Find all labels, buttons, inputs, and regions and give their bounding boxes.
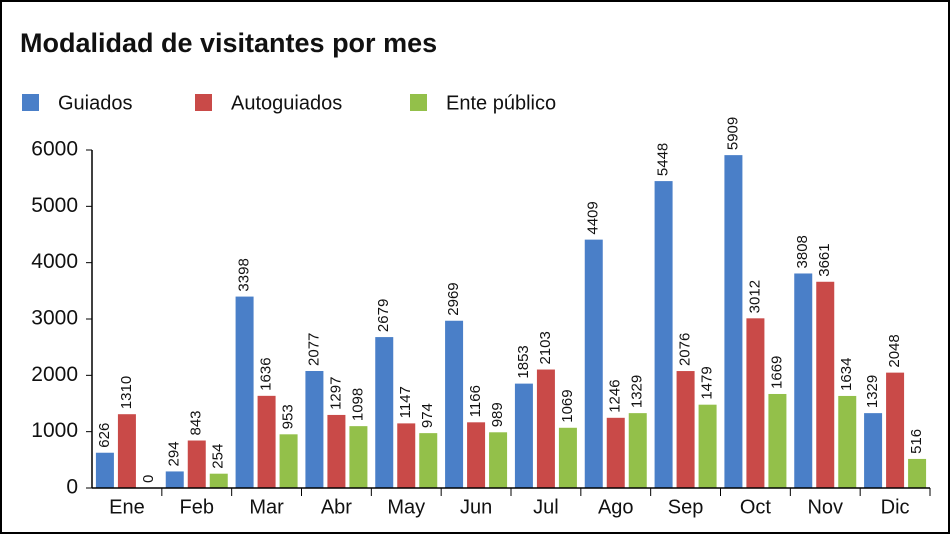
value-label: 1166 [467, 385, 484, 417]
value-label: 1297 [327, 377, 344, 410]
y-tick-label: 2000 [31, 363, 78, 386]
legend-label: Autoguiados [231, 92, 342, 114]
value-label: 1634 [838, 358, 855, 391]
value-label: 294 [166, 441, 183, 466]
bar [746, 318, 765, 488]
x-tick-label: Jul [533, 496, 559, 518]
value-label: 1098 [349, 388, 366, 421]
value-label: 0 [140, 475, 157, 483]
bar [676, 371, 695, 488]
value-label: 1310 [118, 376, 135, 409]
value-label: 2969 [445, 282, 462, 315]
x-tick-label: Oct [740, 496, 772, 518]
legend-swatch [22, 94, 39, 111]
value-label: 3012 [746, 280, 763, 313]
bar [375, 337, 394, 488]
bar [445, 320, 464, 488]
bar [235, 296, 254, 488]
bar [558, 427, 577, 488]
value-label: 2103 [537, 331, 554, 364]
bar [584, 239, 603, 488]
bar [536, 369, 555, 488]
value-label: 2048 [886, 334, 903, 367]
value-label: 1246 [607, 379, 624, 412]
value-label: 953 [280, 404, 297, 429]
value-label: 1479 [699, 366, 716, 399]
value-label: 516 [908, 429, 925, 454]
bar [95, 452, 114, 488]
legend-label: Ente público [446, 92, 556, 114]
bar [279, 434, 298, 488]
bar [327, 414, 346, 488]
bar [816, 281, 835, 488]
legend-swatch [195, 94, 212, 111]
bar [257, 395, 276, 488]
bar [187, 440, 206, 488]
value-label: 989 [489, 402, 506, 427]
bar [514, 383, 533, 488]
value-label: 1853 [515, 345, 532, 378]
y-tick-label: 4000 [31, 250, 78, 273]
bar [698, 404, 717, 488]
value-label: 3661 [816, 243, 833, 276]
value-label: 3808 [794, 235, 811, 268]
chart-title: Modalidad de visitantes por mes [20, 28, 437, 58]
x-tick-label: Abr [321, 496, 352, 518]
bar [165, 471, 184, 488]
bar [838, 395, 857, 488]
y-tick-label: 0 [66, 476, 78, 499]
y-tick-label: 6000 [31, 138, 78, 161]
x-tick-label: Ene [109, 496, 145, 518]
bar [117, 414, 136, 488]
value-label: 1636 [258, 357, 275, 390]
x-tick-label: Ago [598, 496, 634, 518]
value-label: 4409 [585, 201, 602, 234]
value-label: 1329 [629, 375, 646, 408]
value-label: 2679 [375, 299, 392, 332]
value-label: 1329 [864, 375, 881, 408]
value-label: 5448 [655, 143, 672, 176]
x-tick-label: Sep [668, 496, 704, 518]
bar [794, 273, 813, 488]
value-label: 974 [419, 403, 436, 428]
bar [467, 422, 486, 488]
x-tick-label: Jun [460, 496, 492, 518]
y-tick-label: 5000 [31, 194, 78, 217]
bar [654, 181, 673, 488]
bar [419, 433, 438, 488]
x-tick-label: Dic [881, 496, 910, 518]
value-label: 1147 [397, 386, 414, 418]
bar [908, 458, 927, 488]
legend-swatch [410, 94, 427, 111]
value-label: 2077 [305, 333, 322, 366]
bar [886, 372, 905, 488]
x-tick-label: May [387, 496, 425, 518]
legend-label: Guiados [58, 92, 133, 114]
bar [628, 413, 647, 488]
value-label: 5909 [724, 117, 741, 150]
y-tick-label: 1000 [31, 419, 78, 442]
bar [606, 417, 625, 488]
bar [397, 423, 416, 488]
bar [768, 393, 787, 488]
value-label: 626 [96, 423, 113, 448]
value-label: 1669 [768, 356, 785, 389]
bar [209, 473, 228, 488]
value-label: 3398 [236, 258, 253, 291]
bar [489, 432, 508, 488]
bar [349, 426, 368, 488]
bar [864, 413, 883, 488]
value-label: 2076 [677, 333, 694, 366]
x-tick-label: Feb [180, 496, 214, 518]
x-tick-label: Mar [249, 496, 284, 518]
value-label: 1069 [559, 389, 576, 422]
bar [724, 155, 743, 488]
value-label: 254 [210, 444, 227, 469]
value-label: 843 [188, 410, 205, 435]
y-tick-label: 3000 [31, 307, 78, 330]
bar [305, 370, 324, 488]
x-tick-label: Nov [807, 496, 843, 518]
